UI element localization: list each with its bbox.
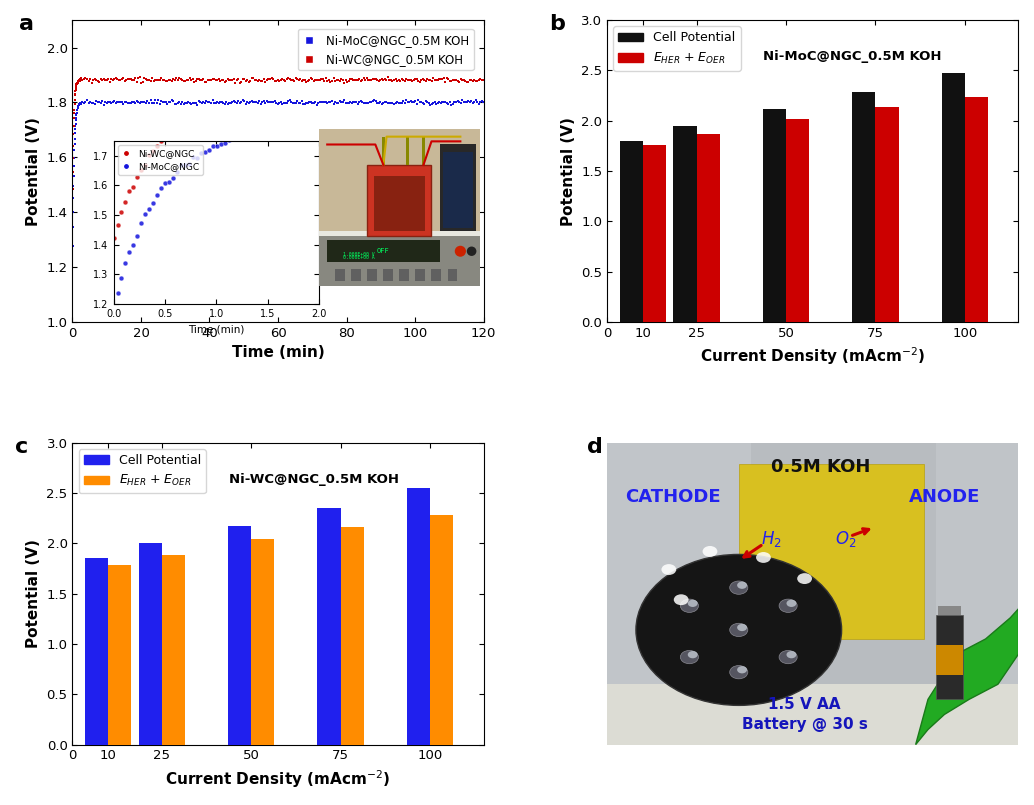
Text: $H_2$: $H_2$: [761, 530, 782, 549]
Text: d: d: [586, 436, 603, 456]
Text: a: a: [19, 14, 34, 34]
Text: b: b: [549, 14, 566, 34]
Bar: [619, 141, 643, 322]
Circle shape: [797, 573, 812, 584]
Bar: [227, 526, 251, 745]
Bar: [938, 606, 961, 615]
Y-axis label: Potential (V): Potential (V): [26, 539, 40, 648]
Circle shape: [756, 552, 771, 563]
Bar: [643, 145, 666, 322]
Circle shape: [702, 546, 718, 557]
Bar: [965, 97, 989, 322]
Bar: [738, 464, 924, 639]
Bar: [607, 684, 1018, 745]
Circle shape: [730, 581, 748, 594]
Bar: [673, 126, 697, 322]
Circle shape: [779, 650, 797, 663]
Text: $O_2$: $O_2$: [835, 530, 856, 549]
Circle shape: [680, 650, 698, 663]
Circle shape: [737, 624, 747, 631]
Bar: [161, 555, 185, 745]
Y-axis label: Potential (V): Potential (V): [26, 117, 40, 225]
Bar: [251, 539, 274, 745]
Bar: [936, 443, 1018, 745]
Circle shape: [636, 555, 842, 705]
Bar: [317, 508, 340, 745]
Bar: [697, 134, 720, 322]
Bar: [607, 443, 751, 745]
Text: Ni-MoC@NGC_0.5M KOH: Ni-MoC@NGC_0.5M KOH: [763, 50, 942, 64]
Circle shape: [688, 600, 698, 607]
Legend: Cell Potential, $E_{HER}$ + $E_{OER}$: Cell Potential, $E_{HER}$ + $E_{OER}$: [79, 449, 206, 493]
Text: 1.5 V AA
Battery @ 30 s: 1.5 V AA Battery @ 30 s: [741, 697, 868, 732]
Bar: [852, 92, 876, 322]
Y-axis label: Potential (V): Potential (V): [560, 117, 576, 225]
Circle shape: [787, 651, 796, 658]
Circle shape: [674, 594, 689, 605]
Legend: Cell Potential, $E_{HER}$ + $E_{OER}$: Cell Potential, $E_{HER}$ + $E_{OER}$: [613, 27, 740, 71]
Circle shape: [662, 564, 676, 575]
Bar: [936, 645, 963, 675]
Text: 0.5M KOH: 0.5M KOH: [771, 458, 871, 476]
Circle shape: [730, 623, 748, 637]
Circle shape: [737, 581, 747, 589]
Circle shape: [779, 599, 797, 613]
Bar: [109, 564, 131, 745]
Circle shape: [680, 599, 698, 613]
Circle shape: [730, 666, 748, 679]
Bar: [876, 106, 899, 322]
Bar: [430, 515, 453, 745]
X-axis label: Current Density (mAcm$^{-2}$): Current Density (mAcm$^{-2}$): [700, 345, 925, 367]
Text: Ni-WC@NGC_0.5M KOH: Ni-WC@NGC_0.5M KOH: [229, 473, 399, 486]
Legend: Ni-MoC@NGC_0.5M KOH, Ni-WC@NGC_0.5M KOH: Ni-MoC@NGC_0.5M KOH, Ni-WC@NGC_0.5M KOH: [298, 29, 474, 70]
X-axis label: Current Density (mAcm$^{-2}$): Current Density (mAcm$^{-2}$): [165, 768, 391, 790]
Bar: [85, 559, 109, 745]
Bar: [942, 73, 965, 322]
Circle shape: [737, 667, 747, 673]
Bar: [763, 109, 786, 322]
X-axis label: Time (min): Time (min): [232, 345, 325, 361]
Polygon shape: [916, 609, 1018, 745]
Bar: [340, 527, 364, 745]
Circle shape: [688, 651, 698, 658]
Circle shape: [787, 600, 796, 607]
Bar: [406, 488, 430, 745]
Bar: [786, 119, 810, 322]
Text: CATHODE: CATHODE: [626, 488, 721, 506]
Bar: [936, 615, 963, 700]
Bar: [139, 543, 161, 745]
Text: c: c: [14, 436, 28, 456]
Text: ANODE: ANODE: [909, 488, 980, 506]
